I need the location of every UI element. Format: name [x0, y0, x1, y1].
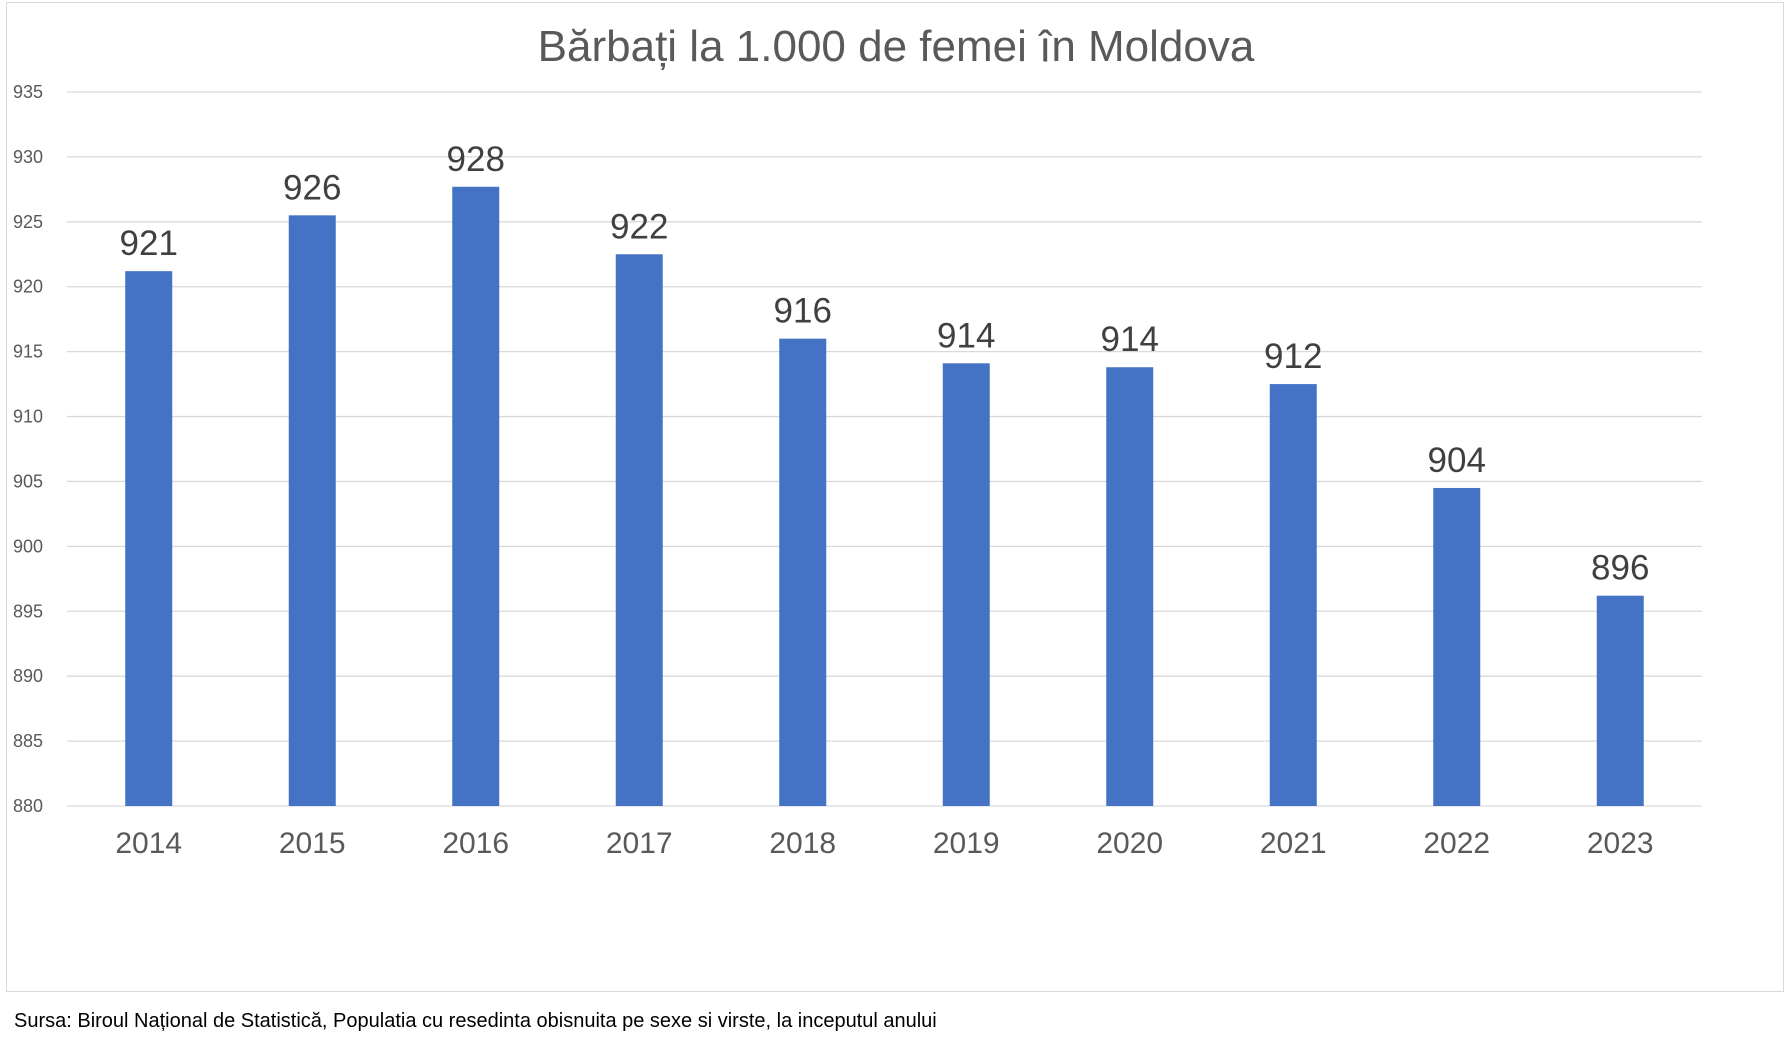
- bar: [1106, 367, 1154, 806]
- bar: [452, 186, 500, 806]
- data-label: 896: [1591, 549, 1649, 588]
- data-label: 928: [447, 140, 505, 179]
- y-tick-label: 915: [13, 342, 43, 362]
- x-tick-label: 2021: [1260, 827, 1327, 860]
- bars: [125, 186, 1644, 807]
- data-labels: 921 926 928 922 916 914 914 912 904 896: [120, 140, 1650, 588]
- x-tick-label: 2023: [1587, 827, 1654, 860]
- y-tick-label: 900: [13, 536, 43, 556]
- bar: [1269, 384, 1317, 806]
- x-tick-label: 2018: [769, 827, 836, 860]
- x-tick-label: 2017: [606, 827, 673, 860]
- x-tick-label: 2020: [1096, 827, 1163, 860]
- bar: [1433, 487, 1481, 806]
- data-label: 916: [774, 292, 832, 331]
- source-note: Sursa: Biroul Național de Statistică, Po…: [14, 1010, 937, 1032]
- y-tick-label: 930: [13, 147, 43, 167]
- data-label: 922: [610, 207, 668, 246]
- data-label: 921: [120, 224, 178, 263]
- y-tick-label: 905: [13, 471, 43, 491]
- x-tick-label: 2019: [933, 827, 1000, 860]
- data-label: 904: [1428, 441, 1486, 480]
- x-tick-label: 2016: [442, 827, 509, 860]
- chart-frame: Bărbați la 1.000 de femei în Moldova 880…: [6, 2, 1784, 992]
- y-tick-label: 895: [13, 601, 43, 621]
- x-tick-label: 2015: [279, 827, 346, 860]
- y-tick-label: 890: [13, 666, 43, 686]
- y-tick-label: 880: [13, 796, 43, 816]
- x-axis-ticks: 2014 2015 2016 2017 2018 2019 2020 2021 2022 2023: [115, 827, 1653, 860]
- y-axis-ticks: 880 885 890 895 900 905 910 915 920 925 930 935: [13, 82, 43, 816]
- data-label: 926: [283, 168, 341, 207]
- bar-chart: Bărbați la 1.000 de femei în Moldova 880…: [13, 22, 1702, 860]
- chart-title: Bărbați la 1.000 de femei în Moldova: [538, 22, 1255, 71]
- bar: [288, 215, 336, 806]
- y-tick-label: 910: [13, 407, 43, 427]
- bar: [779, 338, 827, 806]
- bar: [942, 363, 990, 806]
- bar: [615, 254, 663, 807]
- y-tick-label: 920: [13, 277, 43, 297]
- data-label: 912: [1264, 337, 1322, 376]
- x-tick-label: 2014: [115, 827, 182, 860]
- gridlines: [67, 91, 1702, 807]
- x-tick-label: 2022: [1423, 827, 1490, 860]
- bar: [125, 271, 173, 807]
- y-tick-label: 925: [13, 212, 43, 232]
- data-label: 914: [1101, 320, 1159, 359]
- y-tick-label: 885: [13, 731, 43, 751]
- y-tick-label: 935: [13, 82, 43, 102]
- data-label: 914: [937, 316, 995, 355]
- bar: [1596, 595, 1644, 806]
